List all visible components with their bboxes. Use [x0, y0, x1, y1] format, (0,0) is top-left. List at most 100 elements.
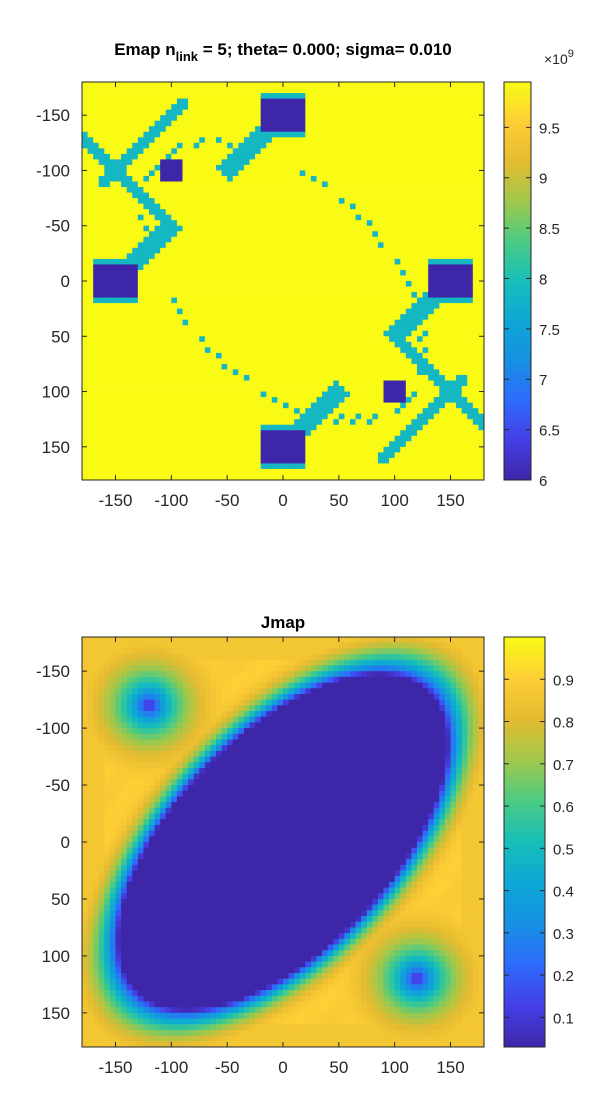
emap-cell [439, 325, 446, 332]
emap-cell [322, 231, 329, 238]
emap-cell [439, 402, 446, 409]
emap-cell [260, 325, 267, 332]
emap-cell [377, 474, 384, 480]
emap-cell [249, 457, 256, 464]
emap-cell [109, 286, 116, 293]
emap-cell [444, 231, 451, 238]
emap-cell [115, 413, 122, 420]
emap-cell [305, 264, 312, 271]
emap-cell [193, 236, 200, 243]
emap-cell [126, 380, 133, 387]
emap-cell [422, 258, 429, 265]
emap-cell [165, 131, 172, 138]
emap-cell [143, 341, 150, 348]
emap-cell [160, 225, 167, 232]
emap-cell [422, 380, 429, 387]
emap-cell [87, 308, 94, 315]
emap-cell [400, 325, 407, 332]
emap-cell [394, 374, 401, 381]
emap-cell [249, 391, 256, 398]
emap-cell [171, 308, 178, 315]
emap-cell [338, 264, 345, 271]
emap-cell [322, 435, 329, 442]
emap-cell [260, 413, 267, 420]
emap-cell [221, 303, 228, 310]
emap-cell [299, 198, 306, 205]
emap-cell [294, 137, 301, 144]
emap-cell [439, 358, 446, 365]
emap-cell [461, 358, 468, 365]
emap-cell [439, 164, 446, 171]
emap-cell [316, 98, 323, 105]
emap-cell [87, 269, 94, 276]
emap-cell [433, 391, 440, 398]
emap-cell [428, 253, 435, 260]
emap-cell [255, 386, 262, 392]
emap-cell [383, 115, 390, 122]
emap-cell [249, 170, 256, 177]
emap-cell [199, 397, 206, 404]
emap-cell [271, 402, 278, 409]
emap-cell [143, 303, 150, 310]
emap-cell [193, 474, 200, 480]
emap-cell [266, 408, 273, 415]
emap-cell [227, 192, 234, 199]
emap-cell [433, 397, 440, 404]
emap-cell [87, 297, 94, 304]
emap-cell [444, 452, 451, 459]
emap-cell [238, 463, 245, 470]
emap-cell [171, 380, 178, 387]
emap-cell [450, 225, 457, 232]
emap-cell [143, 203, 150, 210]
emap-cell [361, 187, 368, 193]
emap-cell [182, 142, 189, 149]
emap-cell [305, 435, 312, 442]
emap-cell [143, 214, 150, 221]
emap-cell [417, 281, 423, 287]
emap-cell [232, 457, 239, 464]
emap-cell [344, 148, 351, 155]
emap-cell [182, 292, 189, 298]
emap-cell [199, 137, 206, 144]
emap-cell [428, 269, 435, 276]
emap-cell [98, 247, 105, 254]
emap-cell [439, 281, 446, 287]
emap-cell [461, 104, 468, 111]
emap-cell [344, 380, 351, 387]
emap-cell [428, 419, 435, 426]
emap-cell [154, 148, 161, 155]
emap-cell [299, 347, 306, 354]
emap-cell [238, 104, 245, 111]
emap-cell [299, 419, 306, 426]
emap-cell [316, 292, 323, 298]
emap-cell [305, 175, 312, 182]
emap-cell [238, 209, 245, 216]
emap-cell [249, 126, 256, 133]
emap-cell [366, 441, 373, 448]
emap-cell [316, 374, 323, 381]
emap-cell [104, 203, 111, 210]
emap-cell [154, 214, 161, 221]
emap-cell [383, 142, 390, 149]
emap-cell [109, 468, 116, 475]
emap-cell [137, 137, 144, 144]
emap-cell [394, 126, 401, 133]
emap-cell [456, 170, 463, 177]
emap-cell [188, 408, 195, 415]
emap-cell [377, 297, 384, 304]
emap-cell [417, 463, 423, 470]
emap-cell [294, 374, 301, 381]
emap-cell [104, 468, 111, 475]
emap-cell [115, 297, 122, 304]
emap-cell [322, 452, 329, 459]
emap-cell [316, 131, 323, 138]
emap-cell [132, 341, 139, 348]
emap-cell [444, 253, 451, 260]
emap-cell [444, 430, 451, 437]
emap-cell [121, 397, 128, 404]
emap-cell [294, 468, 301, 475]
emap-cell [322, 98, 329, 105]
emap-cell [288, 264, 295, 271]
emap-cell [188, 236, 195, 243]
emap-cell [411, 137, 418, 144]
